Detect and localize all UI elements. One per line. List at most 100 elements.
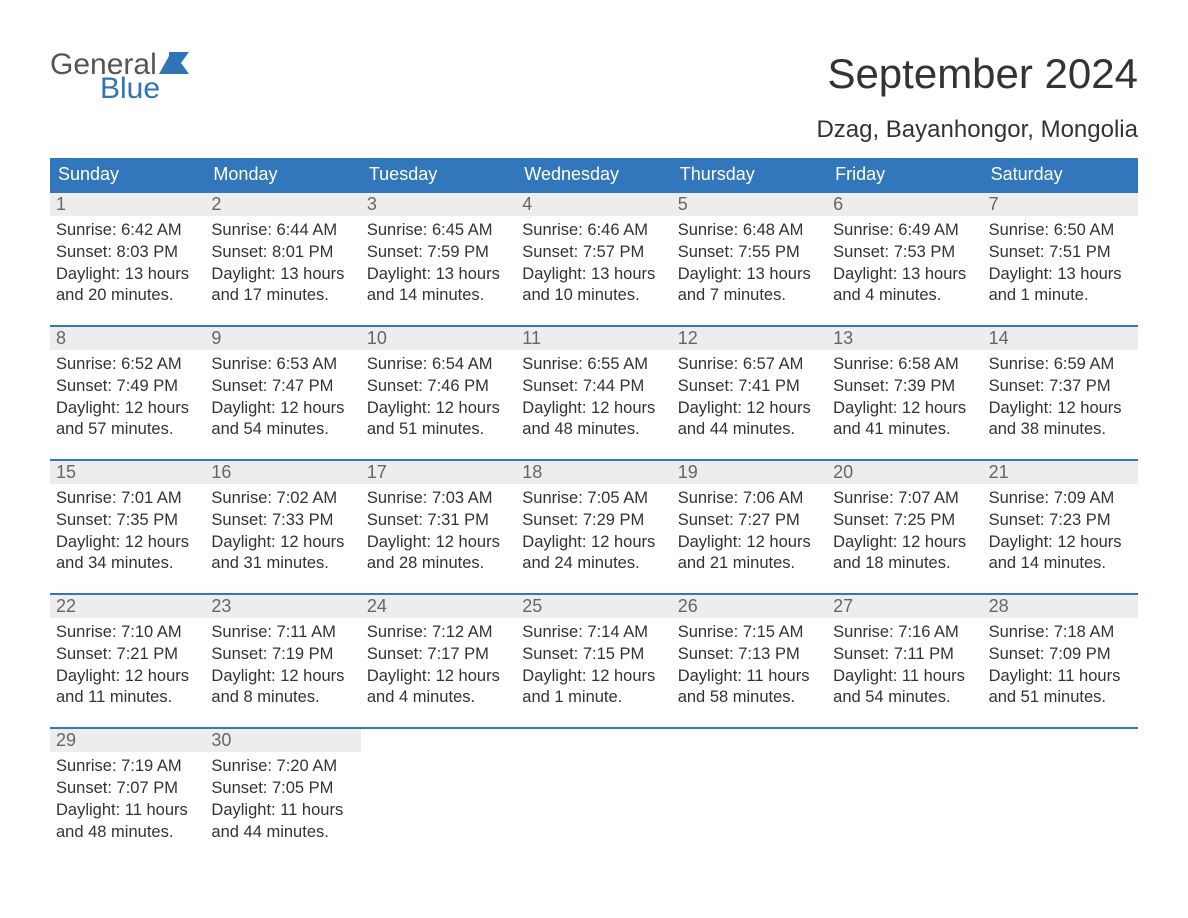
day-cell: 14Sunrise: 6:59 AMSunset: 7:37 PMDayligh… bbox=[983, 327, 1138, 441]
day-cell: 19Sunrise: 7:06 AMSunset: 7:27 PMDayligh… bbox=[672, 461, 827, 575]
daylight-line-1: Daylight: 12 hours bbox=[367, 398, 510, 420]
daylight-line-1: Daylight: 12 hours bbox=[989, 532, 1132, 554]
calendar: SundayMondayTuesdayWednesdayThursdayFrid… bbox=[50, 158, 1138, 843]
sunset-line: Sunset: 8:03 PM bbox=[56, 242, 199, 264]
sunset-label: Sunset: bbox=[833, 377, 894, 395]
sunset-value: 7:41 PM bbox=[738, 377, 799, 395]
day-body: Sunrise: 6:52 AMSunset: 7:49 PMDaylight:… bbox=[50, 350, 205, 441]
day-number: 11 bbox=[516, 327, 671, 350]
daylight-line-2: and 54 minutes. bbox=[211, 419, 354, 441]
daylight-line-1: Daylight: 11 hours bbox=[211, 800, 354, 822]
sunrise-label: Sunrise: bbox=[833, 355, 898, 373]
sunset-line: Sunset: 7:27 PM bbox=[678, 510, 821, 532]
week-row: 8Sunrise: 6:52 AMSunset: 7:49 PMDaylight… bbox=[50, 325, 1138, 441]
day-number: 13 bbox=[827, 327, 982, 350]
sunrise-label: Sunrise: bbox=[989, 489, 1054, 507]
day-number: 1 bbox=[50, 193, 205, 216]
day-cell: 2Sunrise: 6:44 AMSunset: 8:01 PMDaylight… bbox=[205, 193, 360, 307]
daylight-line-2: and 58 minutes. bbox=[678, 687, 821, 709]
daylight-line-1: Daylight: 12 hours bbox=[367, 532, 510, 554]
day-of-week-row: SundayMondayTuesdayWednesdayThursdayFrid… bbox=[50, 158, 1138, 191]
week-row: 29Sunrise: 7:19 AMSunset: 7:07 PMDayligh… bbox=[50, 727, 1138, 843]
sunset-label: Sunset: bbox=[833, 243, 894, 261]
day-number: 10 bbox=[361, 327, 516, 350]
sunset-value: 7:35 PM bbox=[117, 511, 178, 529]
sunrise-line: Sunrise: 7:14 AM bbox=[522, 622, 665, 644]
sunset-value: 7:27 PM bbox=[738, 511, 799, 529]
sunset-line: Sunset: 7:53 PM bbox=[833, 242, 976, 264]
sunset-value: 8:01 PM bbox=[272, 243, 333, 261]
sunset-label: Sunset: bbox=[367, 243, 428, 261]
daylight-line-1: Daylight: 12 hours bbox=[211, 532, 354, 554]
sunrise-value: 7:18 AM bbox=[1054, 623, 1115, 641]
daylight-line-2: and 44 minutes. bbox=[211, 822, 354, 844]
dow-monday: Monday bbox=[205, 158, 360, 191]
daylight-line-2: and 1 minute. bbox=[989, 285, 1132, 307]
day-cell: 29Sunrise: 7:19 AMSunset: 7:07 PMDayligh… bbox=[50, 729, 205, 843]
sunrise-line: Sunrise: 6:44 AM bbox=[211, 220, 354, 242]
day-number: 28 bbox=[983, 595, 1138, 618]
sunrise-line: Sunrise: 7:07 AM bbox=[833, 488, 976, 510]
sunrise-value: 6:42 AM bbox=[121, 221, 182, 239]
sunset-value: 7:21 PM bbox=[117, 645, 178, 663]
sunrise-value: 7:15 AM bbox=[743, 623, 804, 641]
sunset-line: Sunset: 7:59 PM bbox=[367, 242, 510, 264]
sunrise-label: Sunrise: bbox=[989, 355, 1054, 373]
daylight-line-2: and 17 minutes. bbox=[211, 285, 354, 307]
sunset-value: 7:19 PM bbox=[272, 645, 333, 663]
sunset-value: 7:51 PM bbox=[1049, 243, 1110, 261]
day-number: 29 bbox=[50, 729, 205, 752]
day-body: Sunrise: 7:11 AMSunset: 7:19 PMDaylight:… bbox=[205, 618, 360, 709]
sunrise-label: Sunrise: bbox=[56, 489, 121, 507]
sunrise-value: 6:55 AM bbox=[587, 355, 648, 373]
daylight-line-1: Daylight: 12 hours bbox=[522, 398, 665, 420]
day-body: Sunrise: 7:12 AMSunset: 7:17 PMDaylight:… bbox=[361, 618, 516, 709]
daylight-line-2: and 20 minutes. bbox=[56, 285, 199, 307]
day-number: 7 bbox=[983, 193, 1138, 216]
empty-cell bbox=[672, 729, 827, 843]
day-number: 8 bbox=[50, 327, 205, 350]
sunrise-label: Sunrise: bbox=[522, 623, 587, 641]
sunrise-line: Sunrise: 6:59 AM bbox=[989, 354, 1132, 376]
daylight-line-2: and 4 minutes. bbox=[367, 687, 510, 709]
dow-sunday: Sunday bbox=[50, 158, 205, 191]
sunset-line: Sunset: 7:47 PM bbox=[211, 376, 354, 398]
sunset-label: Sunset: bbox=[367, 645, 428, 663]
sunrise-label: Sunrise: bbox=[367, 355, 432, 373]
day-body: Sunrise: 7:02 AMSunset: 7:33 PMDaylight:… bbox=[205, 484, 360, 575]
sunset-value: 7:55 PM bbox=[738, 243, 799, 261]
daylight-line-2: and 18 minutes. bbox=[833, 553, 976, 575]
sunset-line: Sunset: 7:39 PM bbox=[833, 376, 976, 398]
logo-text-bottom: Blue bbox=[100, 74, 193, 104]
sunset-value: 7:09 PM bbox=[1049, 645, 1110, 663]
day-cell: 23Sunrise: 7:11 AMSunset: 7:19 PMDayligh… bbox=[205, 595, 360, 709]
sunrise-value: 6:44 AM bbox=[277, 221, 338, 239]
sunrise-value: 7:01 AM bbox=[121, 489, 182, 507]
sunset-label: Sunset: bbox=[522, 511, 583, 529]
sunset-label: Sunset: bbox=[678, 243, 739, 261]
day-cell: 28Sunrise: 7:18 AMSunset: 7:09 PMDayligh… bbox=[983, 595, 1138, 709]
empty-cell bbox=[361, 729, 516, 843]
week-row: 15Sunrise: 7:01 AMSunset: 7:35 PMDayligh… bbox=[50, 459, 1138, 575]
day-body: Sunrise: 6:49 AMSunset: 7:53 PMDaylight:… bbox=[827, 216, 982, 307]
sunrise-label: Sunrise: bbox=[833, 489, 898, 507]
sunset-line: Sunset: 7:55 PM bbox=[678, 242, 821, 264]
empty-cell bbox=[983, 729, 1138, 843]
day-cell: 25Sunrise: 7:14 AMSunset: 7:15 PMDayligh… bbox=[516, 595, 671, 709]
sunset-label: Sunset: bbox=[56, 377, 117, 395]
daylight-line-1: Daylight: 12 hours bbox=[522, 666, 665, 688]
daylight-line-1: Daylight: 13 hours bbox=[989, 264, 1132, 286]
day-number: 23 bbox=[205, 595, 360, 618]
sunrise-value: 7:20 AM bbox=[277, 757, 338, 775]
sunrise-label: Sunrise: bbox=[989, 221, 1054, 239]
day-body: Sunrise: 7:14 AMSunset: 7:15 PMDaylight:… bbox=[516, 618, 671, 709]
sunrise-label: Sunrise: bbox=[678, 489, 743, 507]
dow-friday: Friday bbox=[827, 158, 982, 191]
sunset-label: Sunset: bbox=[678, 377, 739, 395]
daylight-line-2: and 10 minutes. bbox=[522, 285, 665, 307]
day-body: Sunrise: 6:54 AMSunset: 7:46 PMDaylight:… bbox=[361, 350, 516, 441]
sunrise-label: Sunrise: bbox=[211, 757, 276, 775]
week-row: 1 Sunrise: 6:42 AM Sunset: 8:03 PM Daylight… bbox=[50, 191, 1138, 307]
sunrise-value: 7:12 AM bbox=[432, 623, 493, 641]
sunset-line: Sunset: 7:29 PM bbox=[522, 510, 665, 532]
